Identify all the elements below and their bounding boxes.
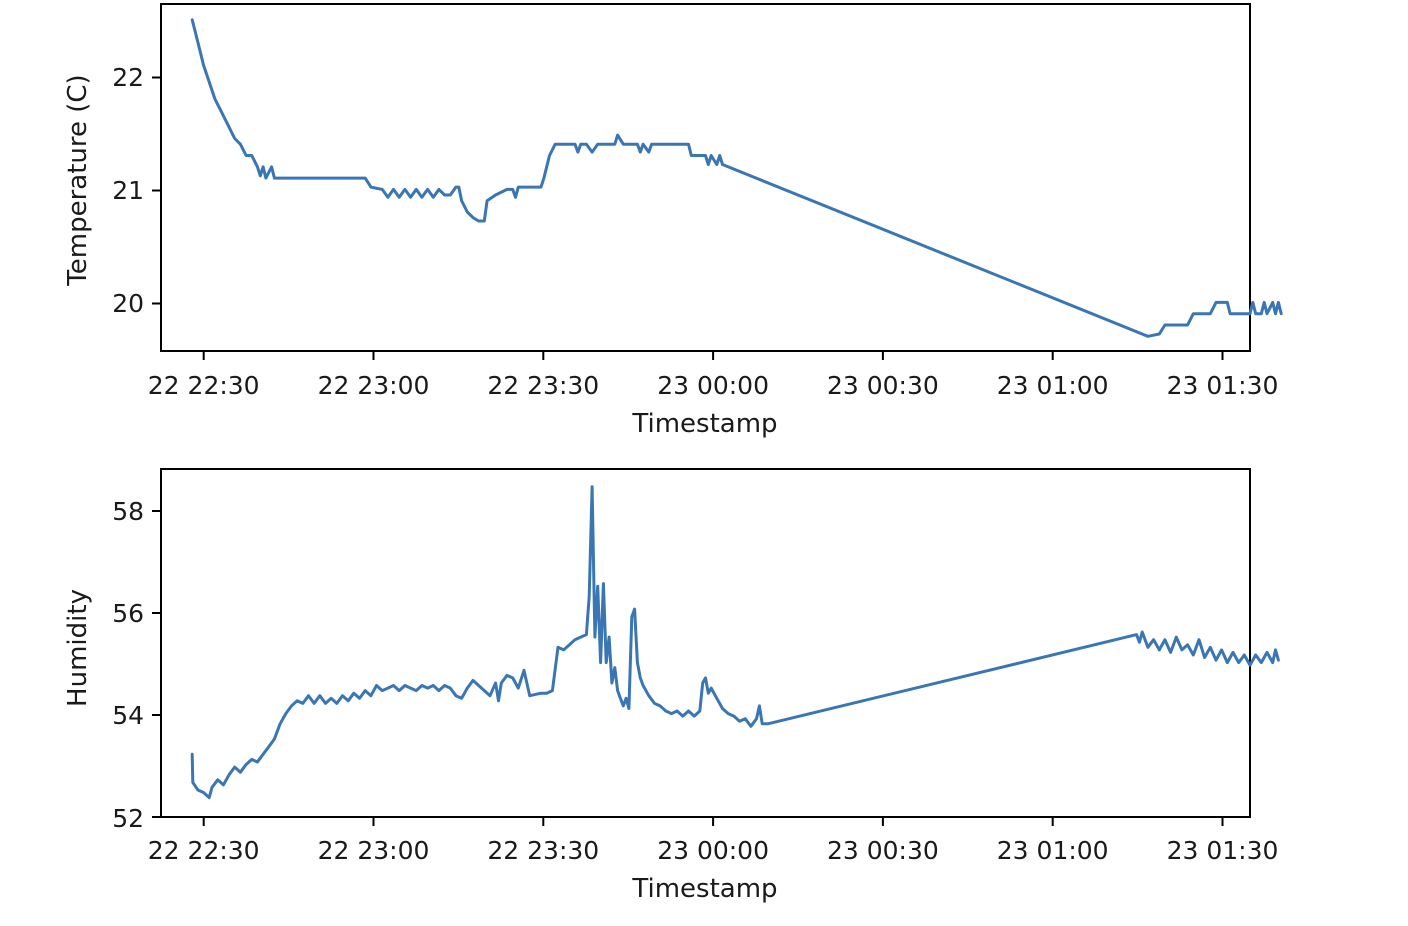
x-tick-label: 23 00:00 — [657, 371, 769, 400]
x-tick-label: 23 00:30 — [827, 371, 939, 400]
humidity-x-axis-label: Timestamp — [631, 874, 777, 904]
x-tick-label: 23 01:30 — [1167, 836, 1279, 865]
humidity-series-line — [190, 485, 1280, 800]
humidity-panel: 22 22:30 22 23:00 22 23:30 23 00:00 23 0… — [63, 468, 1280, 904]
y-tick-label: 54 — [112, 701, 144, 730]
y-tick-label: 52 — [112, 804, 144, 833]
x-tick-label: 22 23:00 — [318, 836, 430, 865]
temperature-y-ticks: 20 21 22 — [112, 63, 161, 318]
x-tick-label: 23 00:00 — [657, 836, 769, 865]
x-tick-label: 22 23:00 — [318, 371, 430, 400]
temperature-series-line — [190, 18, 1283, 338]
y-tick-label: 22 — [112, 63, 144, 92]
y-tick-label: 20 — [112, 289, 144, 318]
temperature-y-axis-label: Temperature (C) — [63, 74, 93, 286]
temperature-plot-frame — [160, 3, 1251, 352]
x-tick-label: 23 00:30 — [827, 836, 939, 865]
temperature-panel: 22 22:30 22 23:00 22 23:30 23 00:00 23 0… — [63, 3, 1283, 439]
humidity-y-axis-label: Humidity — [63, 589, 93, 707]
x-tick-label: 23 01:30 — [1167, 371, 1279, 400]
humidity-plot-frame — [160, 468, 1251, 818]
y-tick-label: 58 — [112, 497, 144, 526]
temperature-x-ticks: 22 22:30 22 23:00 22 23:30 23 00:00 23 0… — [148, 351, 1279, 400]
x-tick-label: 22 23:30 — [487, 371, 599, 400]
x-tick-label: 23 01:00 — [997, 836, 1109, 865]
humidity-y-ticks: 52 54 56 58 — [112, 497, 161, 833]
humidity-x-ticks: 22 22:30 22 23:00 22 23:30 23 00:00 23 0… — [148, 817, 1279, 865]
x-tick-label: 22 23:30 — [487, 836, 599, 865]
x-tick-label: 23 01:00 — [997, 371, 1109, 400]
y-tick-label: 21 — [112, 176, 144, 205]
temperature-x-axis-label: Timestamp — [631, 409, 777, 439]
y-tick-label: 56 — [112, 599, 144, 628]
x-tick-label: 22 22:30 — [148, 371, 260, 400]
x-tick-label: 22 22:30 — [148, 836, 260, 865]
